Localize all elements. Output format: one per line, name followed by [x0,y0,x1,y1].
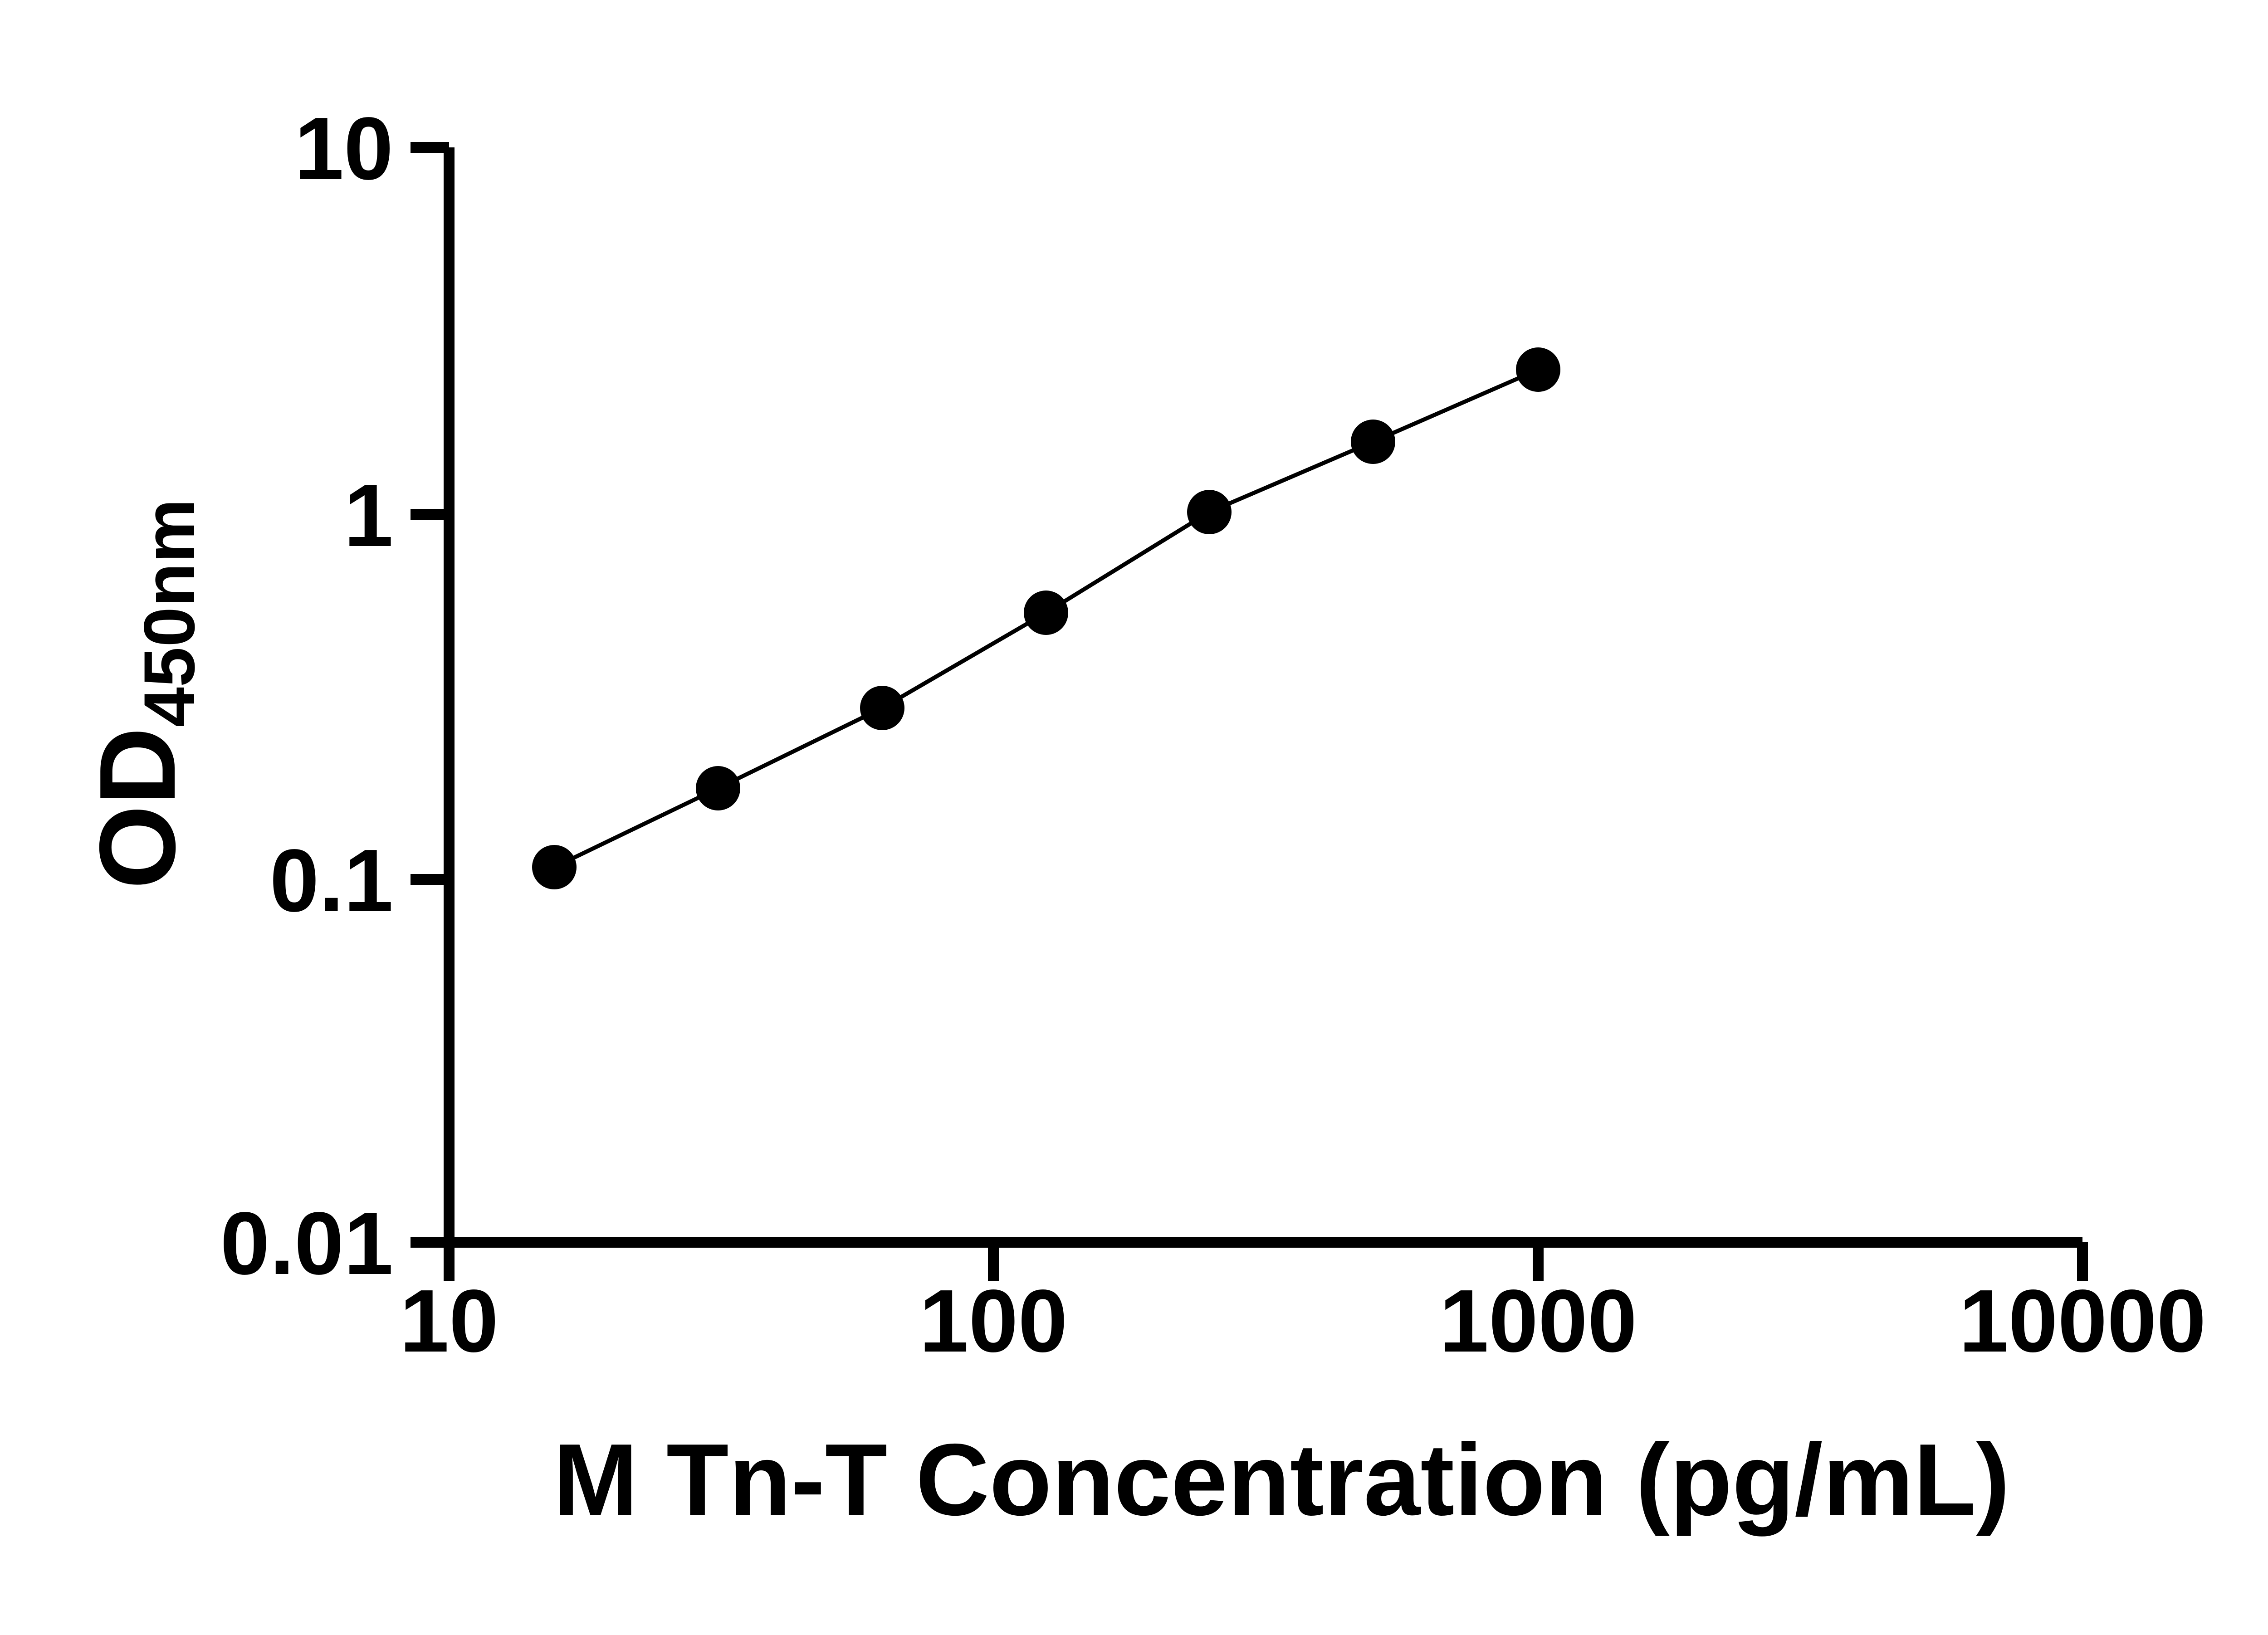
svg-text:10000: 10000 [1959,1271,2206,1371]
svg-text:10: 10 [294,99,393,198]
svg-text:0.01: 0.01 [220,1194,393,1293]
svg-text:1: 1 [344,466,393,565]
svg-text:100: 100 [919,1271,1067,1371]
svg-text:0.1: 0.1 [270,831,393,930]
svg-text:M Tn-T Concentration (pg/mL): M Tn-T Concentration (pg/mL) [553,1422,2010,1537]
svg-text:1000: 1000 [1439,1271,1637,1371]
svg-text:10: 10 [400,1271,499,1371]
